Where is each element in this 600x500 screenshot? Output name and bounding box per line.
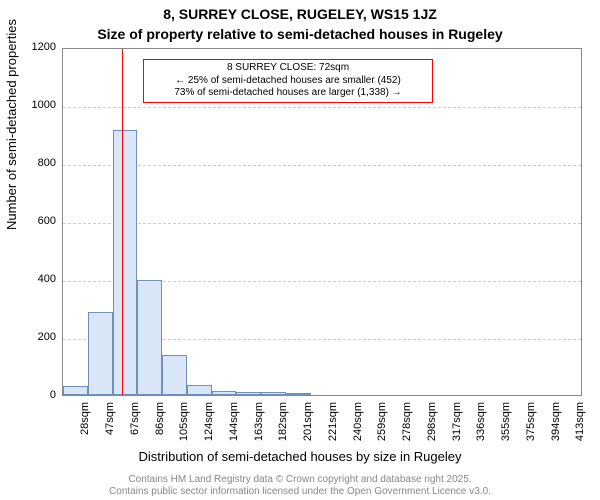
annotation-line: 8 SURREY CLOSE: 72sqm <box>148 62 428 75</box>
xtick-label: 336sqm <box>476 402 488 441</box>
chart-title-main: 8, SURREY CLOSE, RUGELEY, WS15 1JZ <box>0 6 600 22</box>
histogram-bar <box>88 312 113 395</box>
histogram-bar <box>236 392 261 395</box>
ytick-label: 200 <box>16 331 56 343</box>
plot-area: 8 SURREY CLOSE: 72sqm← 25% of semi-detac… <box>62 48 582 396</box>
xtick-label: 240sqm <box>352 402 364 441</box>
attribution-line2: Contains public sector information licen… <box>109 486 491 497</box>
histogram-bar <box>261 392 286 395</box>
xtick-label: 355sqm <box>500 402 512 441</box>
gridline <box>63 165 581 166</box>
xtick-label: 298sqm <box>426 402 438 441</box>
histogram-bar <box>286 393 311 395</box>
xtick-label: 278sqm <box>401 402 413 441</box>
xtick-label: 67sqm <box>129 402 141 435</box>
histogram-bar <box>162 355 187 395</box>
histogram-bar <box>187 385 212 395</box>
xtick-label: 28sqm <box>79 402 91 435</box>
xtick-label: 105sqm <box>178 402 190 441</box>
attribution-text: Contains HM Land Registry data © Crown c… <box>0 474 600 498</box>
xtick-label: 47sqm <box>104 402 116 435</box>
gridline <box>63 107 581 108</box>
chart-container: 8, SURREY CLOSE, RUGELEY, WS15 1JZ Size … <box>0 0 600 500</box>
reference-line <box>122 49 123 395</box>
chart-title-sub: Size of property relative to semi-detach… <box>0 26 600 42</box>
ytick-label: 600 <box>16 215 56 227</box>
xtick-label: 163sqm <box>253 402 265 441</box>
ytick-label: 800 <box>16 157 56 169</box>
xtick-label: 144sqm <box>228 402 240 441</box>
ytick-label: 400 <box>16 273 56 285</box>
ytick-label: 1200 <box>16 41 56 53</box>
annotation-line: ← 25% of semi-detached houses are smalle… <box>148 75 428 88</box>
xtick-label: 259sqm <box>377 402 389 441</box>
xtick-label: 201sqm <box>302 402 314 441</box>
annotation-line: 73% of semi-detached houses are larger (… <box>148 87 428 100</box>
xtick-label: 124sqm <box>203 402 215 441</box>
x-axis-label: Distribution of semi-detached houses by … <box>0 449 600 464</box>
xtick-label: 394sqm <box>550 402 562 441</box>
xtick-label: 182sqm <box>277 402 289 441</box>
xtick-label: 413sqm <box>575 402 587 441</box>
annotation-box: 8 SURREY CLOSE: 72sqm← 25% of semi-detac… <box>143 59 433 103</box>
attribution-line1: Contains HM Land Registry data © Crown c… <box>128 474 471 485</box>
histogram-bar <box>137 280 162 395</box>
xtick-label: 317sqm <box>451 402 463 441</box>
histogram-bar <box>212 391 237 395</box>
ytick-label: 1000 <box>16 99 56 111</box>
xtick-label: 86sqm <box>154 402 166 435</box>
xtick-label: 375sqm <box>525 402 537 441</box>
gridline <box>63 223 581 224</box>
ytick-label: 0 <box>16 389 56 401</box>
xtick-label: 221sqm <box>327 402 339 441</box>
histogram-bar <box>63 386 88 395</box>
histogram-bar <box>113 130 138 395</box>
